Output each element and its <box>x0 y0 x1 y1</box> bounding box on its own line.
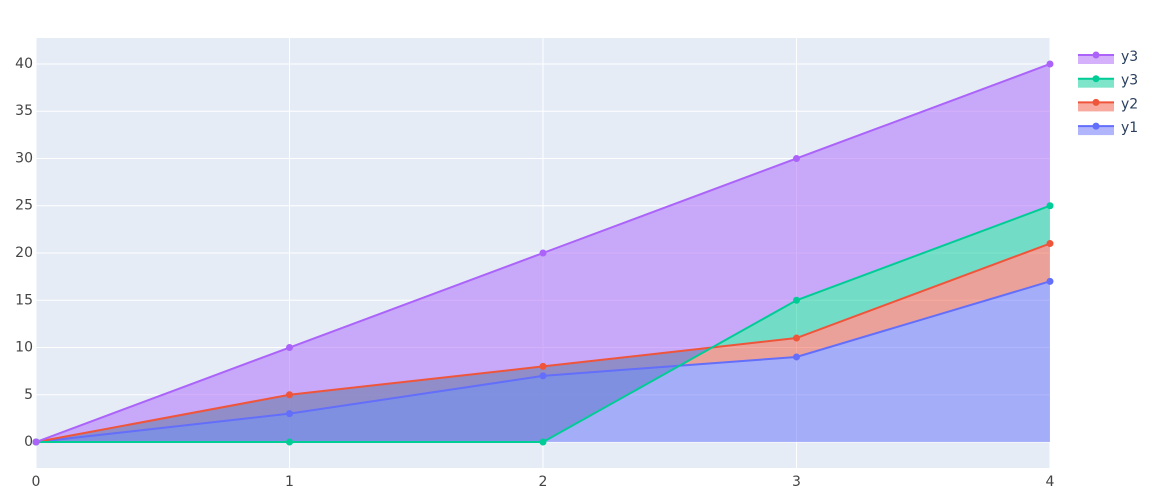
point <box>793 296 800 304</box>
y-tick-label: 10 <box>15 340 33 356</box>
x-tick-label: 1 <box>285 474 294 490</box>
x-tick-label: 0 <box>32 474 41 490</box>
y-tick-label: 30 <box>15 150 33 166</box>
point <box>539 249 547 257</box>
x-tick-label: 3 <box>792 474 801 490</box>
legend-marker <box>1092 98 1100 106</box>
legend-label: y1 <box>1121 120 1138 136</box>
legend-item[interactable]: y2 <box>1078 96 1138 112</box>
legend-label: y3 <box>1121 73 1138 89</box>
y-tick-label: 25 <box>15 198 33 214</box>
point <box>539 362 547 370</box>
y-tick-label: 5 <box>24 387 33 403</box>
legend-item[interactable]: y3 <box>1078 49 1138 65</box>
legend-swatch <box>1078 102 1114 112</box>
point <box>32 438 40 446</box>
x-tick-label: 4 <box>1046 474 1055 490</box>
legend-label: y2 <box>1121 96 1138 112</box>
y-tick-label: 20 <box>15 245 33 261</box>
y-tick-label: 0 <box>24 434 33 450</box>
legend-swatch <box>1078 55 1114 64</box>
legend-swatch <box>1078 78 1114 88</box>
y-tick-label: 40 <box>15 56 33 72</box>
legend-marker <box>1092 122 1100 130</box>
legend-label: y3 <box>1121 49 1138 65</box>
point <box>793 154 800 162</box>
point <box>286 410 293 418</box>
y-tick-label: 15 <box>15 292 33 308</box>
point <box>539 438 547 446</box>
point <box>1046 60 1054 68</box>
point <box>793 334 800 342</box>
legend-item[interactable]: y3 <box>1078 73 1138 89</box>
point <box>286 438 293 446</box>
point <box>1046 202 1054 210</box>
y-tick-label: 35 <box>15 103 33 119</box>
point <box>793 353 800 361</box>
legend-marker <box>1092 75 1100 83</box>
x-tick-label: 2 <box>539 474 548 490</box>
area-fill <box>36 281 1050 443</box>
legend-swatch <box>1078 126 1114 136</box>
point <box>539 372 547 380</box>
point <box>1046 240 1054 248</box>
legend-item[interactable]: y1 <box>1078 120 1138 136</box>
point <box>286 344 293 352</box>
point <box>1046 277 1054 285</box>
point <box>286 391 293 399</box>
legend-marker <box>1092 51 1100 59</box>
lines <box>32 60 1054 446</box>
